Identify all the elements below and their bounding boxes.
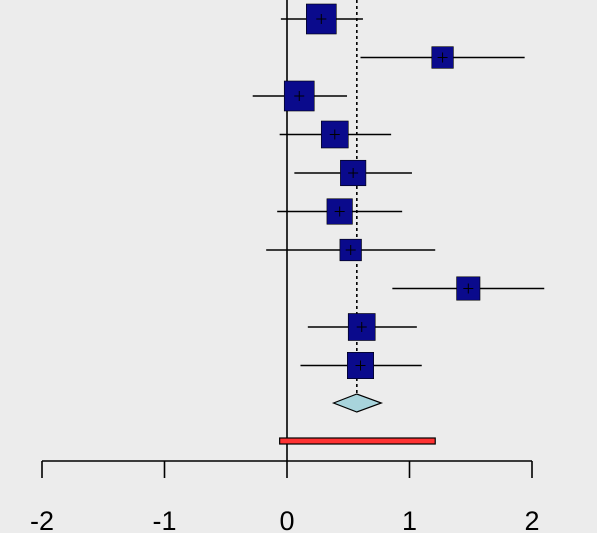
study-row <box>277 198 403 225</box>
summary-diamond <box>331 393 384 413</box>
x-tick-label: 1 <box>402 506 417 533</box>
x-tick-label: 2 <box>524 506 539 533</box>
study-row <box>360 46 525 69</box>
study-row <box>266 238 436 262</box>
study-estimates <box>252 3 545 379</box>
x-tick-label: -2 <box>30 506 54 533</box>
x-tick-label: -1 <box>152 506 176 533</box>
study-row <box>392 276 545 301</box>
study-row <box>307 313 417 341</box>
study-row <box>294 159 412 187</box>
summary-estimates <box>279 393 436 445</box>
study-row <box>300 351 422 379</box>
x-axis: -2 -1 0 1 2 <box>30 460 540 533</box>
study-row <box>252 80 348 112</box>
study-row <box>280 3 363 35</box>
x-tick-label: 0 <box>279 506 294 533</box>
prediction-interval-bar <box>279 437 436 445</box>
study-row <box>279 120 392 149</box>
reference-lines <box>286 0 358 461</box>
